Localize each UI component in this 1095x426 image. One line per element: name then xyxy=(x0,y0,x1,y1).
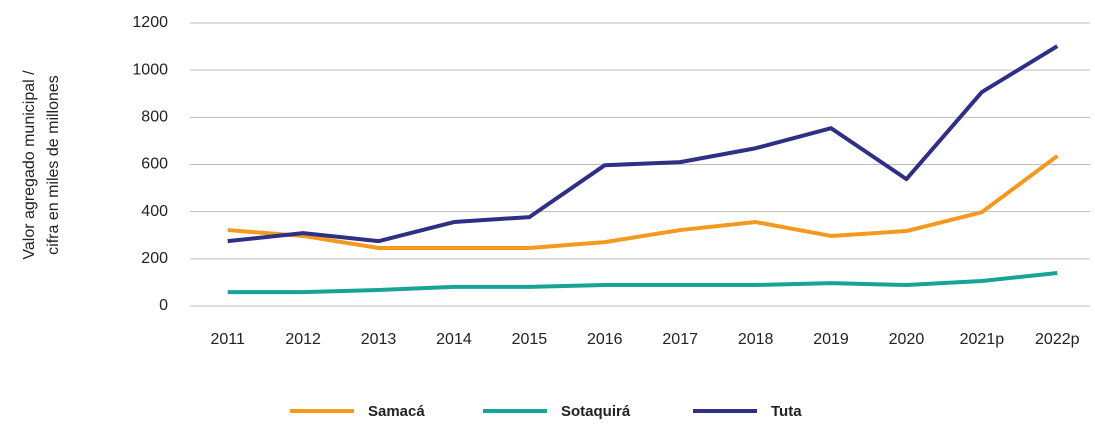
legend-label: Tuta xyxy=(771,403,802,420)
y-tick-label: 400 xyxy=(141,203,168,220)
x-tick-label: 2013 xyxy=(361,331,397,348)
series-line xyxy=(227,44,1059,244)
x-tick-label: 2020 xyxy=(889,331,925,348)
x-tick-label: 2011 xyxy=(211,331,246,348)
x-tick-label: 2016 xyxy=(587,331,623,348)
series-line xyxy=(227,270,1058,295)
x-tick-label: 2022p xyxy=(1035,331,1080,348)
y-tick-label: 0 xyxy=(159,297,168,314)
series-line xyxy=(227,154,1059,250)
legend-label: Sotaquirá xyxy=(561,403,631,420)
x-tick-label: 2012 xyxy=(285,331,321,348)
y-tick-label: 200 xyxy=(141,250,168,267)
x-tick-label: 2015 xyxy=(512,331,548,348)
y-tick-label: 1000 xyxy=(132,61,168,78)
y-axis-label: Valor agregado municipal / cifra en mile… xyxy=(21,70,62,260)
y-tick-label: 800 xyxy=(141,109,168,126)
y-axis-label-line: cifra en miles de millones xyxy=(45,75,62,255)
y-tick-label: 600 xyxy=(141,156,168,173)
x-tick-label: 2019 xyxy=(813,331,849,348)
x-tick-label: 2017 xyxy=(662,331,698,348)
x-tick-label: 2021p xyxy=(960,331,1005,348)
legend: Samacá Sotaquirá Tuta xyxy=(290,403,802,420)
x-tick-label: 2018 xyxy=(738,331,774,348)
y-axis-label-line: Valor agregado municipal / xyxy=(21,70,38,260)
x-tick-label: 2014 xyxy=(436,331,472,348)
y-tick-label: 1200 xyxy=(132,14,168,31)
legend-label: Samacá xyxy=(368,403,425,420)
